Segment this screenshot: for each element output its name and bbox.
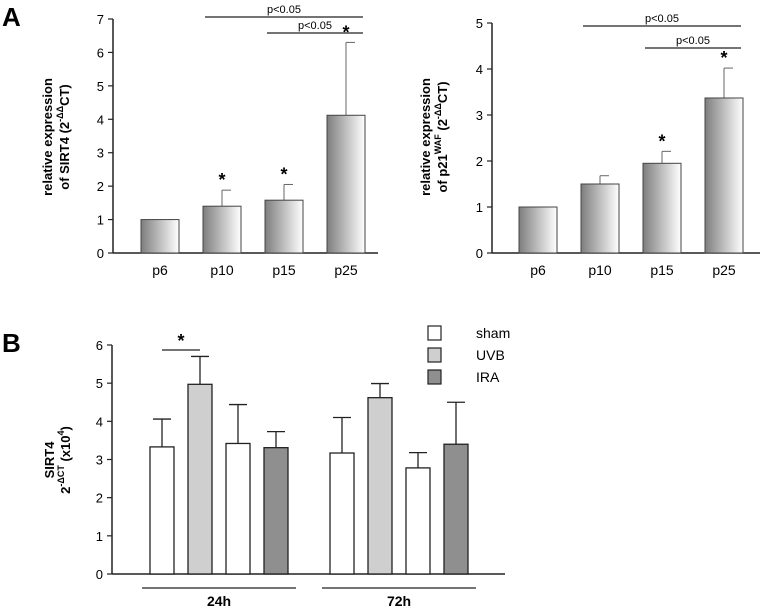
- category-label: p25: [712, 262, 736, 278]
- y-tick-label: 2: [96, 491, 103, 506]
- group-label-72h: 72h: [387, 593, 411, 607]
- legend-label-IRA: IRA: [476, 369, 500, 385]
- chart-p21-passage: 0 1 2 3 4 5 p6 p10 p15 * p25 * p<0.05 p<0.05: [476, 13, 760, 278]
- significance-star: *: [218, 170, 225, 190]
- y-tick-label: 2: [97, 179, 104, 194]
- bar-p10: [580, 183, 620, 254]
- legend-label-sham: sham: [476, 325, 510, 341]
- y-tick-label: 7: [97, 12, 104, 27]
- y-tick-label: 4: [96, 414, 103, 429]
- bar-p6: [518, 206, 558, 254]
- panel-a-label: A: [2, 2, 21, 32]
- group-label-24h: 24h: [207, 593, 231, 607]
- legend-swatch-IRA: [427, 369, 442, 385]
- bar-sham-24h: [225, 442, 251, 575]
- y-tick-label: 3: [476, 108, 483, 123]
- category-label: p6: [530, 262, 546, 278]
- bar-UVB-24h: [187, 383, 213, 575]
- y-tick-label: 1: [476, 200, 483, 215]
- y-tick-label: 0: [476, 246, 483, 261]
- bar-IRA-72h: [443, 443, 469, 575]
- bar-p10: [202, 205, 242, 254]
- chart-sirt4-treatment: 0 1 2 3 4 5 6 24h 72h * sham UVB IRA: [96, 325, 510, 607]
- bar-p25: [326, 114, 366, 254]
- category-label: p6: [152, 262, 168, 278]
- y-tick-label: 1: [97, 213, 104, 228]
- y-tick-label: 6: [96, 338, 103, 353]
- y-tick-label: 5: [476, 16, 483, 31]
- y-tick-label: 0: [96, 567, 103, 582]
- significance-label: p<0.05: [267, 4, 301, 16]
- legend-label-UVB: UVB: [476, 347, 505, 363]
- chart-a2-ylabel: relative expression of p21WAF (2-ΔΔCT): [418, 78, 450, 196]
- legend-swatch-sham: [427, 325, 442, 341]
- category-label: p10: [210, 262, 234, 278]
- significance-label: p<0.05: [676, 35, 710, 47]
- y-tick-label: 5: [96, 376, 103, 391]
- category-label: p25: [334, 262, 358, 278]
- chart-a1-ylabel-line1: relative expression: [40, 78, 55, 196]
- y-tick-label: 1: [96, 529, 103, 544]
- significance-star: *: [280, 164, 287, 184]
- chart-a2-ylabel-line2: of p21WAF (2-ΔΔCT): [433, 81, 450, 192]
- category-label: p15: [272, 262, 296, 278]
- bar-sham-72h: [405, 467, 431, 575]
- y-tick-label: 6: [97, 45, 104, 60]
- category-label: p10: [588, 262, 612, 278]
- significance-star: *: [720, 48, 727, 68]
- chart-a2-ylabel-line1: relative expression: [418, 78, 433, 196]
- bar-IRA-24h: [263, 447, 289, 575]
- significance-label: p<0.05: [298, 20, 332, 32]
- significance-label: p<0.05: [645, 13, 679, 25]
- chart-b-ylabel: SIRT4 2-ΔCT (x104): [42, 426, 73, 494]
- chart-a1-ylabel-line2: of SIRT4 (2-ΔΔCT): [55, 84, 72, 190]
- bar-sham-24h: [149, 446, 175, 575]
- legend-swatch-UVB: [427, 347, 442, 363]
- category-label: p15: [650, 262, 674, 278]
- bar-UVB-72h: [367, 397, 393, 575]
- bar-sham-72h: [329, 452, 355, 575]
- bar-p15: [642, 162, 682, 254]
- bar-p15: [264, 199, 304, 254]
- bar-p6: [140, 219, 180, 254]
- y-tick-label: 4: [476, 62, 483, 77]
- y-tick-label: 2: [476, 154, 483, 169]
- bar-p25: [704, 97, 744, 254]
- y-tick-label: 4: [97, 112, 104, 127]
- panel-b-label: B: [2, 328, 21, 358]
- y-tick-label: 3: [97, 146, 104, 161]
- chart-b-ylabel-line2: 2-ΔCT (x104): [56, 426, 73, 494]
- significance-star: *: [177, 331, 184, 351]
- y-tick-label: 5: [97, 79, 104, 94]
- y-tick-label: 3: [96, 453, 103, 468]
- chart-b-ylabel-line1: SIRT4: [42, 441, 57, 479]
- significance-star: *: [658, 131, 665, 151]
- y-tick-label: 0: [97, 246, 104, 261]
- chart-a1-ylabel: relative expression of SIRT4 (2-ΔΔCT): [40, 78, 72, 196]
